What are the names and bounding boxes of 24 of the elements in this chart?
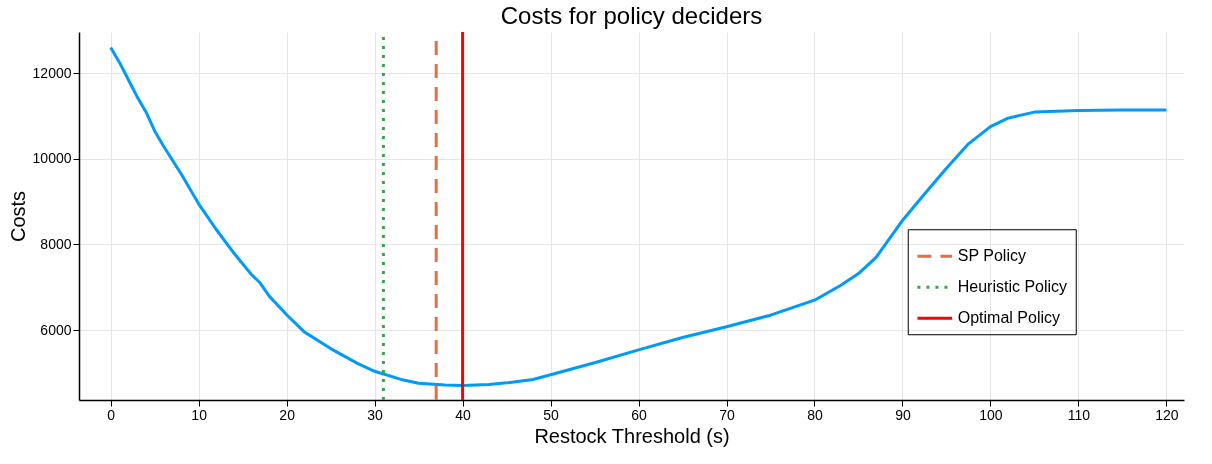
x-tick-label: 80: [807, 406, 823, 423]
x-tick-label: 120: [1155, 406, 1179, 423]
x-tick-label: 70: [719, 406, 736, 423]
y-tick-label: 8000: [40, 235, 72, 252]
x-tick-label: 90: [895, 406, 911, 423]
x-tick-label: 10: [191, 406, 208, 423]
x-tick-label: 20: [279, 406, 296, 423]
legend-label: SP Policy: [957, 247, 1026, 265]
x-tick-label: 110: [1067, 406, 1091, 423]
y-tick-label: 10000: [32, 150, 72, 167]
x-tick-label: 0: [107, 406, 116, 423]
x-axis-title: Restock Threshold (s): [534, 424, 730, 447]
x-tick-label: 30: [367, 406, 384, 423]
x-tick-label: 60: [631, 406, 648, 423]
y-tick-label: 6000: [40, 321, 72, 338]
legend-label: Optimal Policy: [957, 309, 1060, 327]
chart-title: Costs for policy deciders: [500, 1, 763, 29]
x-tick-label: 40: [455, 406, 472, 423]
x-tick-label: 100: [979, 406, 1003, 423]
y-axis-title: Costs: [6, 190, 29, 243]
y-tick-label: 12000: [32, 64, 72, 81]
x-tick-label: 50: [543, 406, 560, 423]
legend-label: Heuristic Policy: [957, 278, 1068, 296]
line-series: [109, 45, 1168, 387]
